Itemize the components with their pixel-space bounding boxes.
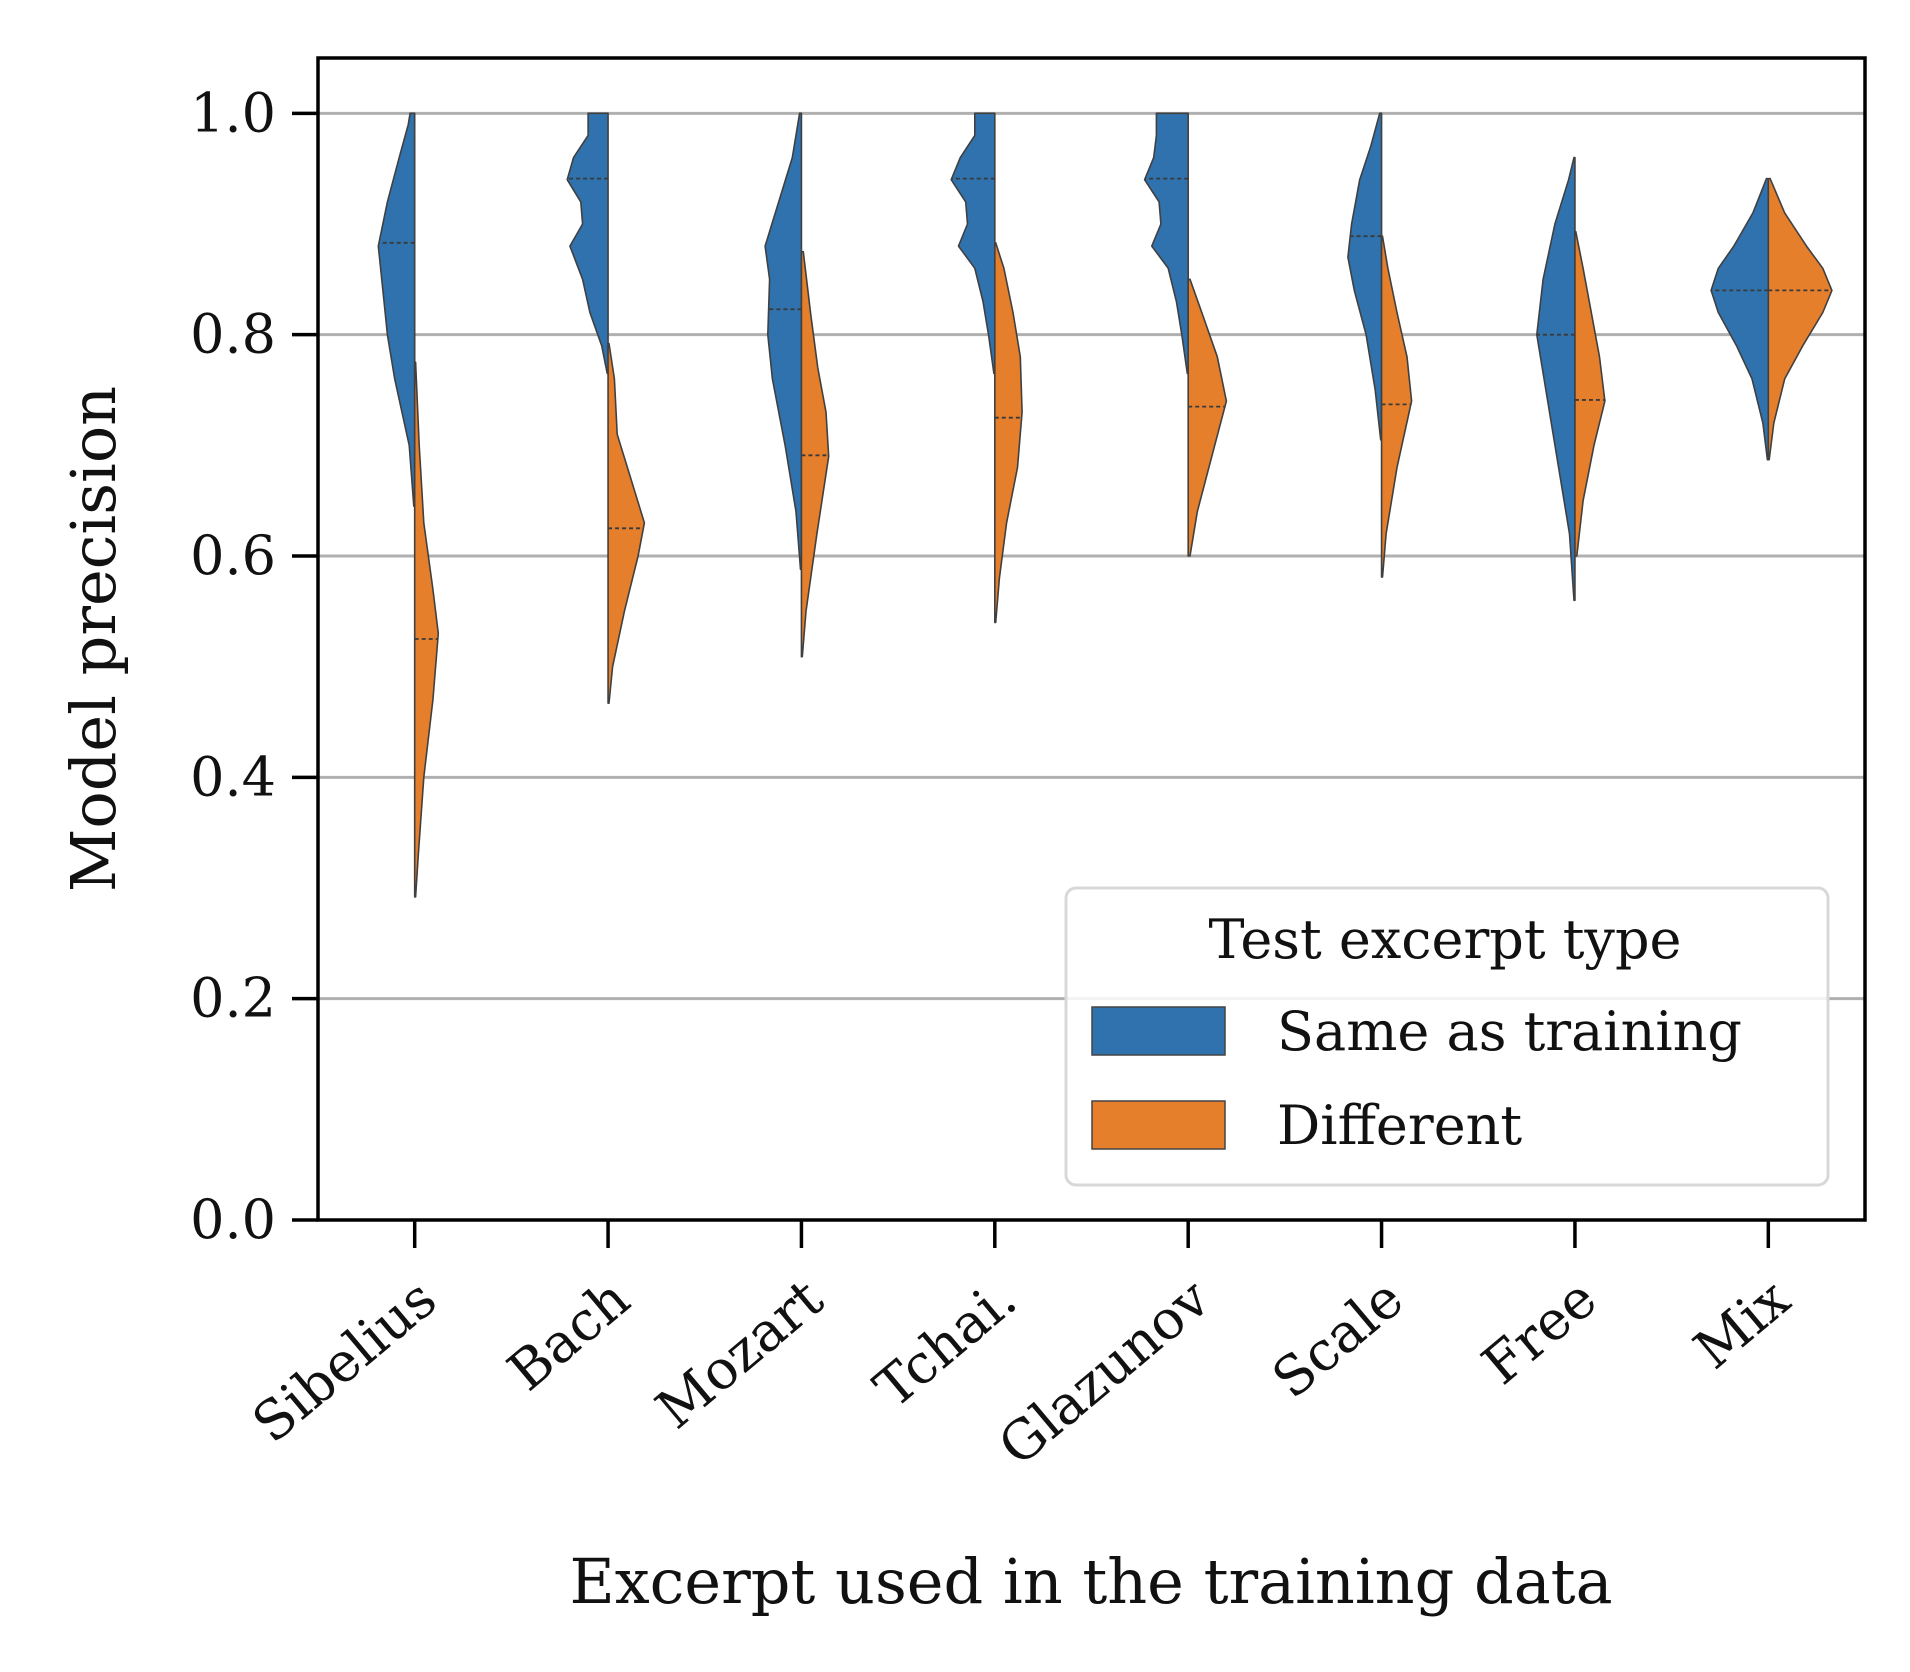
legend-box (1064, 886, 1830, 1187)
y-tick-label: 0.2 (190, 967, 276, 1030)
violin-different-mozart (800, 250, 830, 658)
violin-different-scale (1380, 235, 1413, 578)
violin-different-bach (607, 342, 646, 704)
legend-swatch-different (1091, 1100, 1226, 1150)
violin-different-tchai (994, 242, 1023, 624)
legend-label-different: Different (1277, 1094, 1522, 1157)
y-axis: 0.0 0.2 0.4 0.6 0.8 1.0 (190, 81, 318, 1251)
y-tick-label: 0.8 (190, 303, 276, 366)
violin-same-as-training-mix (1710, 177, 1770, 461)
violin-same-as-training-sibelius (377, 112, 416, 507)
plot-frame (316, 56, 1867, 1222)
violin-different-mix (1767, 177, 1833, 461)
violin-different-glazunov (1187, 278, 1228, 557)
violin-different-sibelius (413, 361, 440, 898)
legend-label-same-as-training: Same as training (1277, 1000, 1742, 1063)
y-tick-label: 0.4 (190, 745, 276, 808)
violin-same-as-training-free (1536, 156, 1576, 602)
violin-different-free (1574, 230, 1606, 557)
violin-same-as-training-mozart (764, 112, 803, 571)
y-tick-label: 1.0 (190, 81, 276, 144)
legend: Test excerpt type Same as training Diffe… (1064, 886, 1830, 1187)
y-tick-label: 0.6 (190, 524, 276, 587)
violins (377, 112, 1833, 898)
legend-title: Test excerpt type (1209, 908, 1682, 971)
legend-swatch-same-as-training (1091, 1006, 1226, 1056)
y-axis-label: Model precision (57, 386, 130, 892)
y-tick-label: 0.0 (190, 1188, 276, 1251)
x-axis-label: Excerpt used in the training data (569, 1545, 1612, 1618)
